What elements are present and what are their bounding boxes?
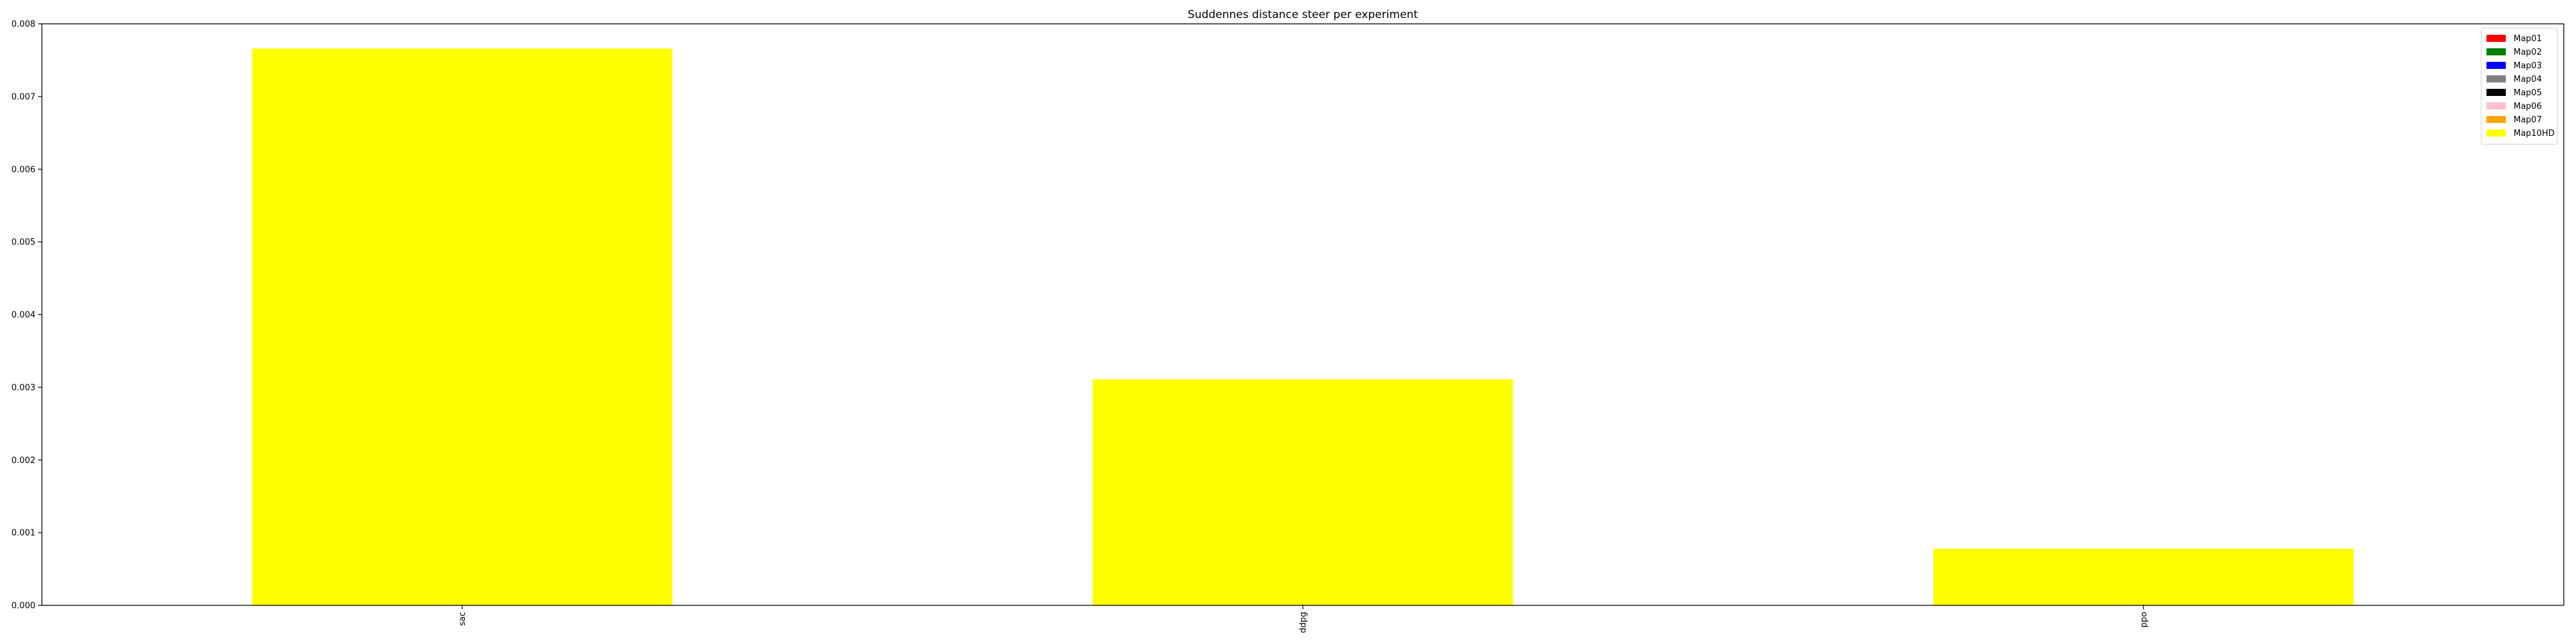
bar-sac-map10hd (252, 48, 672, 605)
legend-swatch-map10hd (2486, 129, 2506, 137)
legend-label-map10hd: Map10HD (2514, 129, 2555, 138)
y-tick-label: 0.001 (12, 529, 35, 538)
y-tick-label: 0.005 (12, 238, 35, 247)
chart-title: Suddennes distance steer per experiment (1188, 8, 1418, 21)
bar-ddpg-map10hd (1092, 379, 1513, 605)
legend-swatch-map02 (2486, 48, 2506, 55)
legend-swatch-map06 (2486, 102, 2506, 109)
y-tick-label: 0.008 (12, 20, 35, 30)
x-tick-label-ppo: ppo (2139, 612, 2149, 628)
legend: Map01 Map02 Map03 Map04 Map05 Map06 Map07 Map10… (2481, 28, 2558, 145)
y-axis: 0.000 0.001 0.002 0.003 0.004 0.005 0.006 0.007… (12, 20, 42, 611)
y-tick-label: 0.006 (12, 165, 35, 175)
y-tick-label: 0.002 (12, 456, 35, 466)
x-tick-label-ddpg: ddpg (1299, 612, 1309, 633)
legend-label-map07: Map07 (2514, 115, 2542, 125)
legend-label-map05: Map05 (2514, 88, 2542, 98)
y-tick-label: 0.000 (12, 601, 35, 611)
legend-label-map03: Map03 (2514, 61, 2542, 71)
y-tick-label: 0.007 (12, 92, 35, 102)
legend-box (2481, 28, 2558, 145)
bars-layer (252, 48, 2354, 605)
x-tick-label-sac: sac (458, 612, 468, 626)
y-tick-label: 0.003 (12, 383, 35, 393)
legend-label-map02: Map02 (2514, 48, 2542, 57)
legend-swatch-map01 (2486, 35, 2506, 42)
legend-label-map01: Map01 (2514, 34, 2542, 44)
x-axis: sac ddpg ppo (458, 605, 2149, 633)
legend-label-map06: Map06 (2514, 102, 2542, 111)
legend-swatch-map07 (2486, 116, 2506, 123)
legend-label-map04: Map04 (2514, 75, 2542, 84)
legend-swatch-map04 (2486, 75, 2506, 82)
y-tick-label: 0.004 (12, 310, 35, 320)
legend-swatch-map03 (2486, 62, 2506, 69)
bar-ppo-map10hd (1933, 548, 2354, 605)
legend-swatch-map05 (2486, 89, 2506, 96)
